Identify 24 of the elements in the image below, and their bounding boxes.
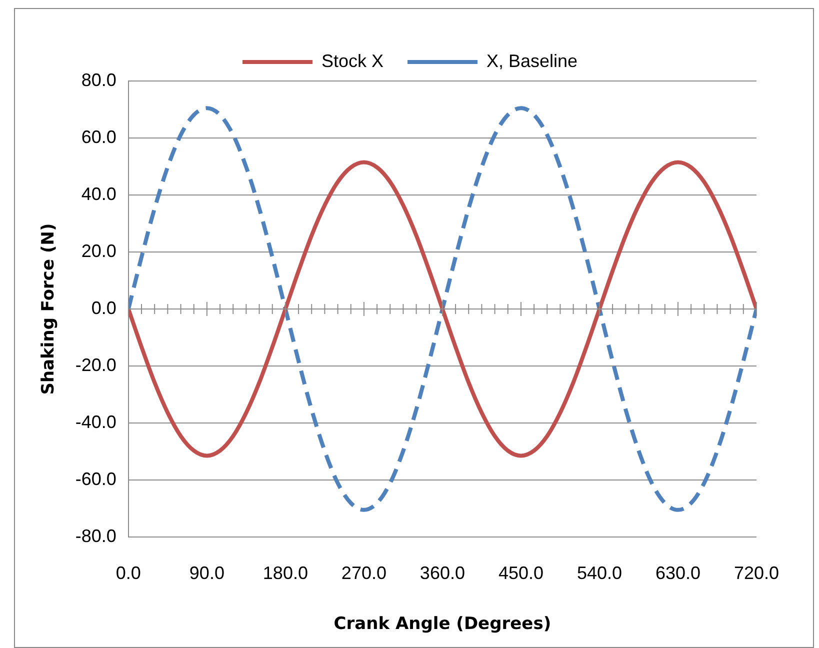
x-tick-label: 630.0 xyxy=(655,562,700,583)
y-tick-label: 60.0 xyxy=(81,126,116,147)
x-tick-label: 720.0 xyxy=(734,562,779,583)
y-tick-label: -40.0 xyxy=(75,412,116,432)
y-tick-label: 20.0 xyxy=(81,240,116,261)
legend-label: Stock X xyxy=(321,50,384,71)
y-tick-label: -60.0 xyxy=(75,468,116,489)
x-tick-label: 180.0 xyxy=(262,562,308,583)
x-tick-label: 90.0 xyxy=(189,562,224,583)
x-tick-label: 450.0 xyxy=(498,562,544,583)
x-axis-title: Crank Angle (Degrees) xyxy=(334,614,552,634)
x-tick-label: 540.0 xyxy=(576,562,622,583)
y-axis-title: Shaking Force (N) xyxy=(38,223,59,395)
y-tick-label: 0.0 xyxy=(91,298,116,318)
x-tick-label: 0.0 xyxy=(116,562,141,583)
y-tick-label: 80.0 xyxy=(81,70,116,90)
line-series xyxy=(128,160,756,458)
y-tick-label: 40.0 xyxy=(81,184,116,204)
x-tick-label: 270.0 xyxy=(341,562,386,583)
line-series xyxy=(128,106,756,512)
y-tick-label: -20.0 xyxy=(75,354,116,375)
legend-label: X, Baseline xyxy=(486,50,578,71)
y-tick-label: -80.0 xyxy=(75,526,116,546)
x-tick-label: 360.0 xyxy=(420,562,465,583)
